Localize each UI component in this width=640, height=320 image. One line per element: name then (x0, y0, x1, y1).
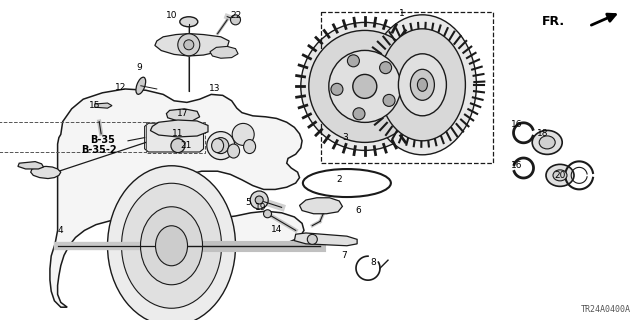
Text: B-35-2: B-35-2 (81, 145, 117, 155)
Ellipse shape (250, 191, 268, 209)
Text: 15: 15 (89, 101, 100, 110)
Ellipse shape (264, 210, 271, 218)
Ellipse shape (307, 234, 317, 244)
Ellipse shape (108, 166, 236, 320)
Text: 5: 5 (246, 198, 251, 207)
Text: 6: 6 (356, 206, 361, 215)
Text: FR.: FR. (541, 15, 564, 28)
Ellipse shape (244, 140, 255, 154)
Ellipse shape (301, 22, 429, 150)
Bar (0, 122, 146, 152)
Ellipse shape (212, 139, 223, 153)
Text: 9: 9 (137, 63, 142, 72)
Text: 12: 12 (115, 83, 126, 92)
Text: 8: 8 (371, 258, 376, 267)
Ellipse shape (184, 40, 194, 50)
Ellipse shape (353, 74, 377, 99)
Text: 18: 18 (537, 129, 548, 138)
Text: 16: 16 (511, 161, 523, 170)
Ellipse shape (232, 124, 254, 145)
Ellipse shape (546, 164, 574, 186)
Text: 16: 16 (511, 120, 523, 129)
Text: 11: 11 (172, 129, 184, 138)
Ellipse shape (308, 30, 421, 142)
Text: TR24A0400A: TR24A0400A (580, 305, 630, 314)
Polygon shape (95, 103, 112, 108)
Ellipse shape (230, 15, 241, 25)
Polygon shape (294, 233, 357, 246)
Text: 17: 17 (177, 109, 188, 118)
Text: 10: 10 (166, 11, 177, 20)
Circle shape (353, 108, 365, 120)
Text: B-35: B-35 (90, 135, 115, 145)
Polygon shape (210, 46, 238, 58)
Circle shape (380, 62, 392, 74)
Ellipse shape (156, 226, 188, 266)
Ellipse shape (122, 183, 221, 308)
Text: 7: 7 (342, 252, 347, 260)
Ellipse shape (410, 69, 435, 100)
Circle shape (383, 94, 395, 106)
Ellipse shape (136, 77, 146, 94)
Text: 14: 14 (271, 225, 282, 234)
Ellipse shape (540, 136, 556, 149)
Ellipse shape (212, 138, 229, 154)
Text: 21: 21 (180, 141, 191, 150)
Text: 19: 19 (255, 203, 267, 212)
Polygon shape (166, 109, 200, 121)
Ellipse shape (553, 170, 567, 181)
Ellipse shape (369, 15, 476, 155)
Bar (146, 122, 205, 153)
Text: 1: 1 (399, 9, 404, 18)
Text: 20: 20 (554, 171, 566, 180)
Text: 4: 4 (58, 226, 63, 235)
Ellipse shape (228, 144, 239, 158)
Ellipse shape (180, 17, 198, 27)
Ellipse shape (329, 50, 401, 122)
Ellipse shape (171, 139, 185, 153)
Bar (321, 12, 493, 163)
Polygon shape (31, 166, 61, 179)
Polygon shape (145, 123, 204, 152)
Circle shape (331, 83, 343, 95)
Polygon shape (50, 89, 304, 307)
Polygon shape (150, 120, 208, 137)
Ellipse shape (178, 34, 200, 56)
Ellipse shape (207, 132, 235, 160)
Ellipse shape (255, 196, 263, 204)
Ellipse shape (417, 78, 428, 91)
Text: 13: 13 (209, 84, 220, 93)
Text: 22: 22 (230, 11, 241, 20)
Ellipse shape (380, 29, 465, 141)
Text: 3: 3 (343, 133, 348, 142)
Text: 2: 2 (337, 175, 342, 184)
Polygon shape (300, 198, 342, 214)
Polygon shape (155, 34, 229, 56)
Ellipse shape (532, 131, 562, 155)
Circle shape (348, 55, 360, 67)
Ellipse shape (398, 54, 447, 116)
Polygon shape (18, 162, 44, 169)
Ellipse shape (141, 207, 202, 285)
